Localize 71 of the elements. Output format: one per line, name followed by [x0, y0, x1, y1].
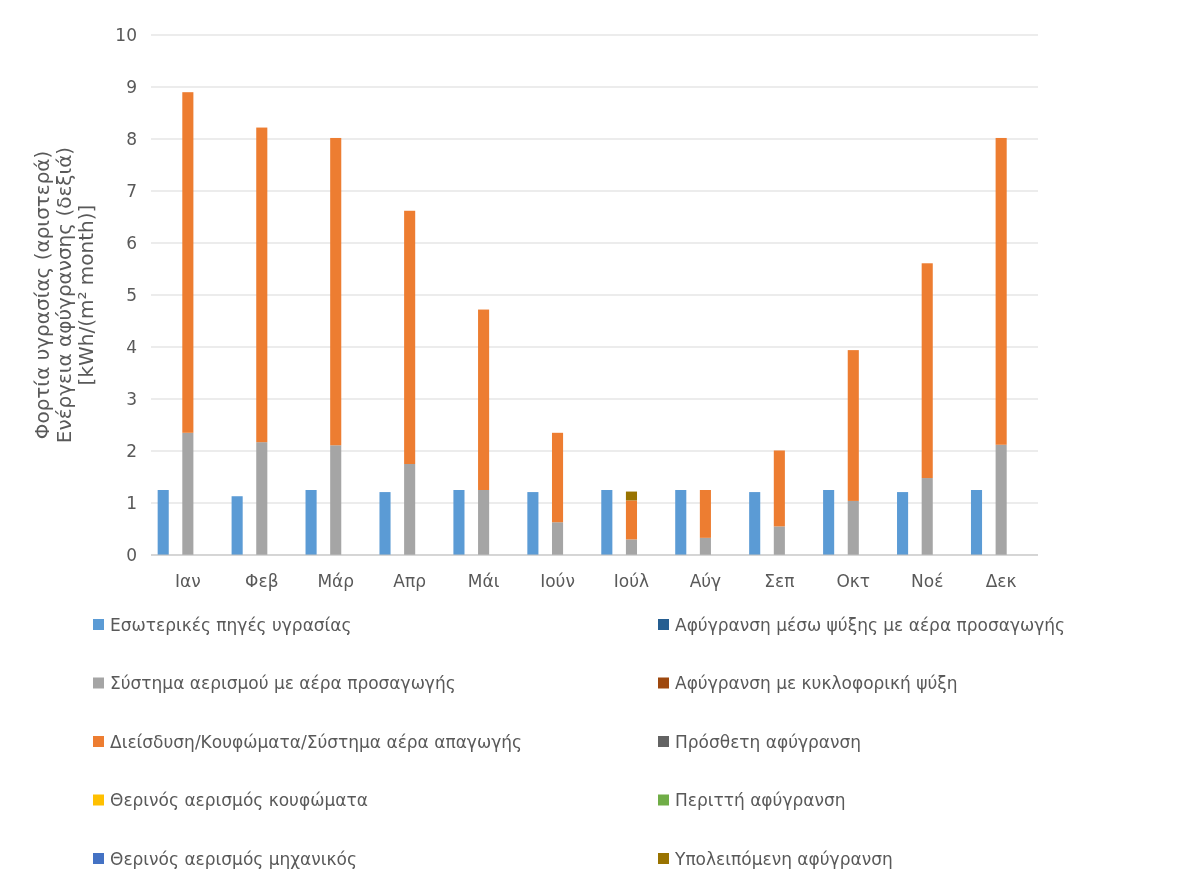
bar: [157, 490, 169, 555]
y-tick-label: 5: [126, 284, 137, 305]
bar: [330, 445, 342, 555]
bar: [256, 127, 268, 443]
bar: [478, 490, 490, 555]
bar: [699, 537, 711, 555]
bar: [404, 210, 416, 464]
bar: [773, 450, 785, 527]
bar: [625, 491, 638, 501]
y-tick-label: 7: [126, 180, 137, 201]
y-tick-label: 6: [126, 232, 137, 253]
bar: [551, 522, 564, 555]
bar: [995, 444, 1007, 555]
bar: [699, 490, 711, 538]
bar: [897, 492, 909, 555]
bar: [478, 309, 490, 490]
bar: [404, 464, 416, 555]
x-tick-label: Ιούν: [540, 571, 575, 591]
bar: [305, 490, 317, 555]
bar: [847, 350, 859, 501]
bar: [921, 263, 933, 479]
legend-label: Θερινός αερισμός μηχανικός: [110, 848, 357, 869]
legend-label: Αφύγρανση με κυκλοφορική ψύξη: [675, 673, 958, 694]
y-axis-title: Φορτία υγρασίας (αριστερά) Ενέργεια αφύγρανσης (δεξιά) [kWh/(m² month)]: [30, 146, 98, 444]
legend-label: Διείσδυση/Κουφώματα/Σύστημα αέρα απαγωγής: [110, 731, 522, 752]
bar: [675, 490, 687, 555]
x-tick-label: Ιούλ: [613, 571, 650, 591]
x-tick-label: Οκτ: [836, 571, 871, 591]
bar: [330, 137, 342, 446]
bar: [995, 137, 1007, 445]
bar: [231, 496, 243, 555]
y-tick-label: 0: [126, 544, 137, 565]
bar: [921, 478, 933, 555]
x-tick-label: Μάρ: [317, 571, 355, 591]
bar: [970, 490, 983, 555]
x-tick-label: Δεκ: [985, 571, 1017, 591]
legend-label: Εσωτερικές πηγές υγρασίας: [110, 614, 352, 635]
bar: [379, 492, 391, 555]
x-tick-label: Ιαν: [174, 571, 201, 591]
bar: [182, 432, 194, 555]
legend-label: Πρόσθετη αφύγρανση: [675, 731, 862, 752]
legend-label: Θερινός αερισμός κουφώματα: [110, 790, 368, 811]
bar: [625, 500, 638, 540]
bar: [256, 442, 268, 555]
x-tick-label: Φεβ: [245, 571, 279, 591]
x-tick-label: Σεπ: [764, 571, 795, 591]
bar: [773, 526, 785, 555]
x-tick-label: Μάι: [467, 571, 500, 591]
bar: [625, 539, 638, 555]
legend-label: Σύστημα αερισμού με αέρα προσαγωγής: [110, 673, 456, 694]
bar: [453, 490, 465, 555]
y-tick-label: 3: [126, 388, 137, 409]
bar: [601, 490, 613, 555]
y-tick-label: 4: [126, 336, 137, 357]
legend-label: Υπολειπόμενη αφύγρανση: [674, 848, 893, 869]
x-tick-label: Αύγ: [689, 571, 722, 591]
bar: [823, 490, 835, 555]
bar: [749, 492, 761, 555]
legend-label: Περιττή αφύγρανση: [675, 790, 846, 811]
bar: [847, 500, 859, 555]
y-tick-label: 8: [126, 128, 137, 149]
y-tick-label: 9: [126, 76, 137, 97]
bar: [551, 432, 564, 523]
y-tick-label: 1: [126, 492, 137, 513]
x-tick-label: Νοέ: [911, 571, 944, 591]
bar: [527, 492, 539, 555]
bar: [182, 92, 194, 433]
legend-label: Αφύγρανση μέσω ψύξης με αέρα προσαγωγής: [675, 614, 1066, 635]
x-tick-label: Απρ: [393, 571, 426, 591]
y-tick-label: 10: [115, 24, 137, 45]
y-tick-label: 2: [126, 440, 137, 461]
